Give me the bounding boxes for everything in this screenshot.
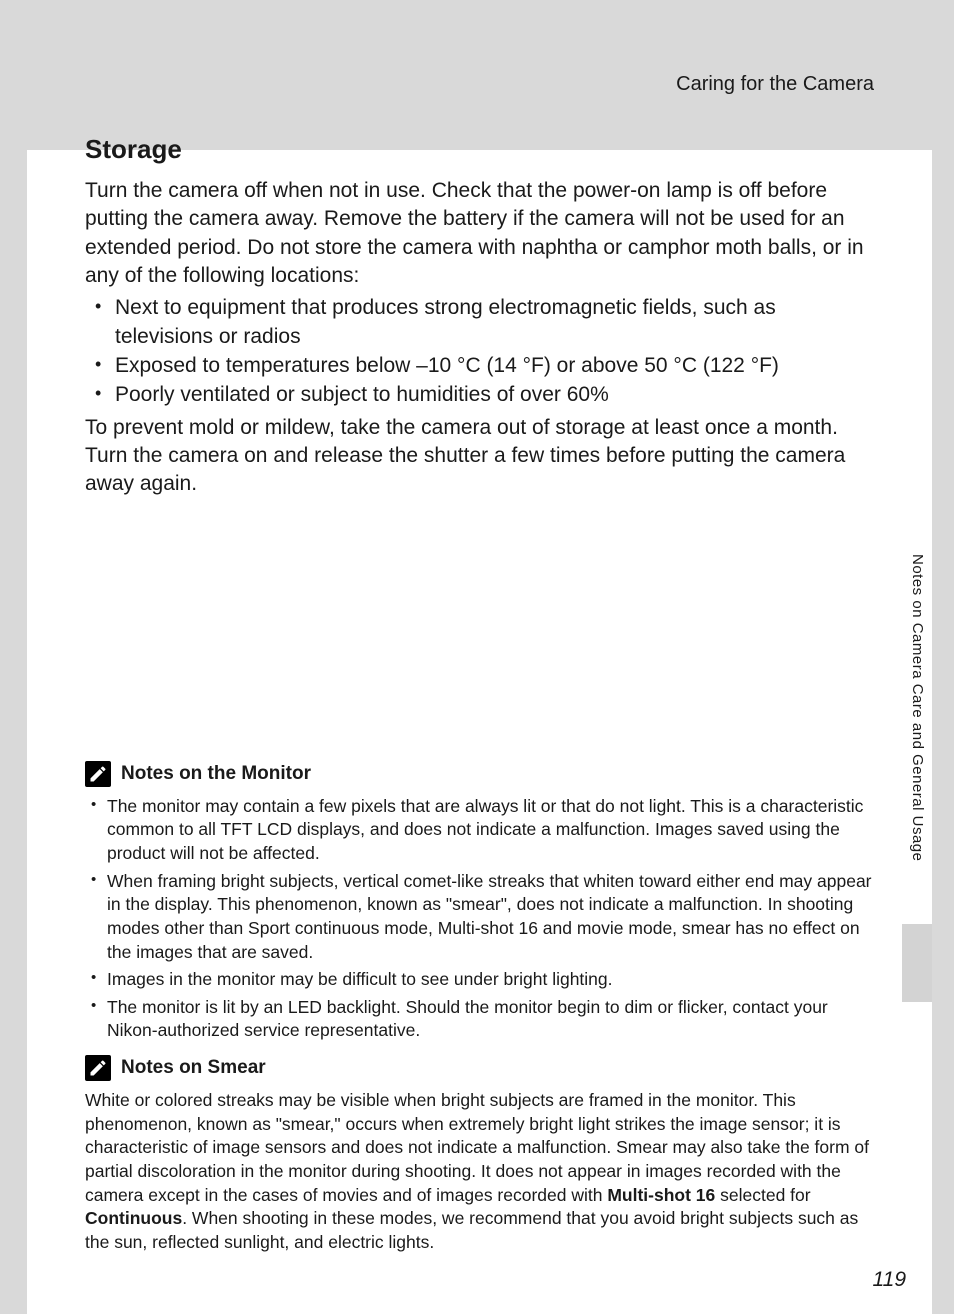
pencil-note-icon [85, 1055, 111, 1081]
list-item: Images in the monitor may be difficult t… [85, 968, 874, 992]
section-tab [902, 924, 932, 1002]
list-item: Exposed to temperatures below –10 °C (14… [85, 352, 874, 380]
list-item: The monitor is lit by an LED backlight. … [85, 996, 874, 1043]
list-item: Next to equipment that produces strong e… [85, 294, 874, 351]
manual-page: Notes on Camera Care and General Usage C… [27, 49, 932, 1314]
list-item: When framing bright subjects, vertical c… [85, 870, 874, 965]
bold-term: Multi-shot 16 [607, 1185, 715, 1205]
note-title: Notes on Smear [121, 1057, 266, 1079]
chapter-header: Caring for the Camera [85, 73, 874, 96]
note-monitor: Notes on the Monitor The monitor may con… [85, 761, 874, 1043]
page-number: 119 [873, 1268, 906, 1292]
section-title: Storage [85, 134, 874, 165]
note-smear-text: White or colored streaks may be visible … [85, 1089, 874, 1254]
note-title: Notes on the Monitor [121, 763, 311, 785]
note-monitor-list: The monitor may contain a few pixels tha… [85, 795, 874, 1043]
text-run: . When shooting in these modes, we recom… [85, 1208, 858, 1252]
list-item: The monitor may contain a few pixels tha… [85, 795, 874, 866]
text-run: selected for [715, 1185, 810, 1205]
note-smear: Notes on Smear White or colored streaks … [85, 1055, 874, 1254]
section-outro: To prevent mold or mildew, take the came… [85, 414, 874, 499]
pencil-note-icon [85, 761, 111, 787]
side-chapter-label: Notes on Camera Care and General Usage [909, 554, 926, 862]
section-intro: Turn the camera off when not in use. Che… [85, 177, 874, 290]
list-item: Poorly ventilated or subject to humiditi… [85, 381, 874, 409]
bold-term: Continuous [85, 1208, 182, 1228]
storage-warnings-list: Next to equipment that produces strong e… [85, 294, 874, 409]
